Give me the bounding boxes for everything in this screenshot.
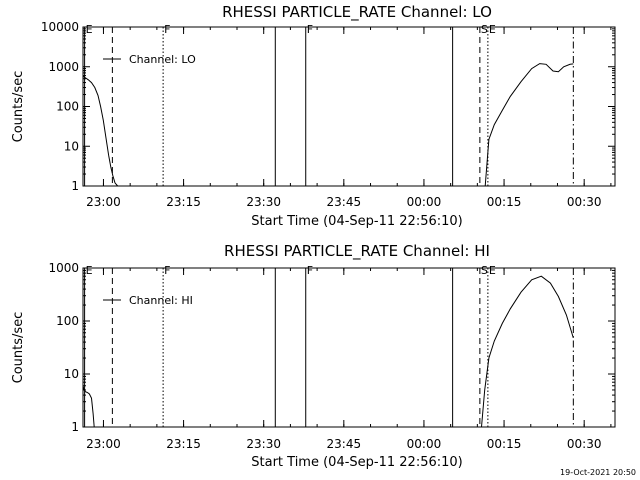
event-marker-label: E xyxy=(86,264,93,277)
x-tick-label: 23:00 xyxy=(86,195,121,209)
y-tick-label: 10 xyxy=(64,139,79,153)
event-marker-label: S xyxy=(481,264,488,277)
plot-frame xyxy=(82,267,616,428)
legend-label: Channel: LO xyxy=(129,53,196,66)
x-tick-label: 23:15 xyxy=(166,195,201,209)
event-marker-label: F xyxy=(307,264,313,277)
series-line xyxy=(82,385,95,428)
x-tick-label: 23:30 xyxy=(246,195,281,209)
y-axis-label: Counts/sec xyxy=(11,71,26,143)
x-tick-label: 00:00 xyxy=(407,195,442,209)
footer-timestamp: 19-Oct-2021 20:50 xyxy=(560,468,636,477)
y-tick-label: 1000 xyxy=(48,261,79,275)
panel-lo: RHESSI PARTICLE_RATE Channel: LO Counts/s… xyxy=(11,3,616,229)
x-axis-label: Start Time (04-Sep-11 22:56:10) xyxy=(251,455,462,470)
event-marker-label: S xyxy=(481,23,488,36)
series-line xyxy=(82,75,119,187)
x-tick-label: 00:00 xyxy=(407,437,442,451)
x-axis-label: Start Time (04-Sep-11 22:56:10) xyxy=(251,214,462,229)
event-marker-label: F xyxy=(164,23,170,36)
y-tick-label: 10 xyxy=(64,367,79,381)
event-marker-label: F xyxy=(307,23,313,36)
y-tick-label: 1 xyxy=(71,179,79,193)
y-tick-label: 100 xyxy=(56,100,79,114)
series-line xyxy=(481,275,574,428)
y-tick-label: 1 xyxy=(71,420,79,434)
x-tick-label: 23:45 xyxy=(327,195,362,209)
x-tick-label: 23:00 xyxy=(86,437,121,451)
y-tick-label: 1000 xyxy=(48,60,79,74)
event-marker-label: E xyxy=(86,23,93,36)
y-tick-label: 100 xyxy=(56,314,79,328)
y-axis-label: Counts/sec xyxy=(11,312,26,384)
chart-title: RHESSI PARTICLE_RATE Channel: LO xyxy=(222,3,492,22)
x-tick-label: 00:15 xyxy=(487,437,522,451)
panel-hi: RHESSI PARTICLE_RATE Channel: HI Counts/s… xyxy=(11,242,616,470)
x-tick-label: 00:30 xyxy=(567,195,602,209)
x-tick-label: 23:30 xyxy=(246,437,281,451)
x-tick-label: 00:15 xyxy=(487,195,522,209)
x-tick-label: 00:30 xyxy=(567,437,602,451)
event-marker-label: F xyxy=(164,264,170,277)
x-tick-label: 23:45 xyxy=(327,437,362,451)
plot-frame xyxy=(82,26,616,187)
event-marker-label: E xyxy=(489,23,496,36)
series-line xyxy=(484,63,574,187)
chart-title: RHESSI PARTICLE_RATE Channel: HI xyxy=(224,242,490,261)
legend-label: Channel: HI xyxy=(129,294,193,307)
event-marker-label: E xyxy=(489,264,496,277)
y-tick-label: 10000 xyxy=(41,20,79,34)
x-tick-label: 23:15 xyxy=(166,437,201,451)
